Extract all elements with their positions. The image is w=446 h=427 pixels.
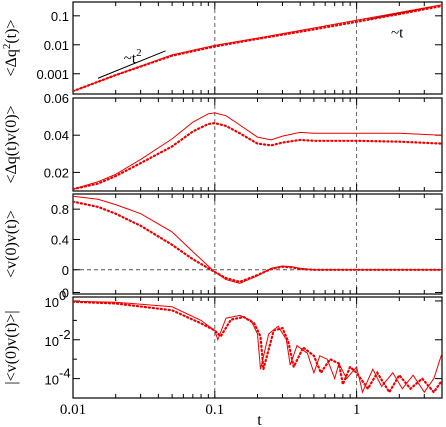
y-tick-label: 0 xyxy=(62,285,69,300)
y-tick-label: 0.1 xyxy=(51,9,69,24)
y-tick-label: 0 xyxy=(62,263,69,278)
x-tick-label: 1 xyxy=(353,402,361,418)
y-tick-label: 0.001 xyxy=(36,67,69,82)
y-tick-label: 10 xyxy=(45,295,59,310)
y-tick-exponent: -4 xyxy=(59,366,71,381)
curves xyxy=(73,4,442,93)
y-axis-label: <v(0)v(t)> xyxy=(3,210,20,278)
curves xyxy=(73,195,442,284)
y-tick-label: 0.04 xyxy=(44,128,69,143)
y-tick-label: 0.8 xyxy=(51,202,69,217)
solid-series-line xyxy=(73,300,442,394)
y-tick-label: 0.06 xyxy=(44,91,69,106)
x-tick-label: 0.01 xyxy=(60,402,86,418)
y-tick-label: 10 xyxy=(45,373,59,388)
y-tick-label: 0.4 xyxy=(51,232,69,247)
panel-velocity-autocorrelation: 0.8 0.4 0 0 <v(0)v(t)> xyxy=(3,193,443,300)
dotted-series-line xyxy=(73,300,442,395)
y-tick-exponent: -2 xyxy=(59,327,71,342)
solid-series-line xyxy=(73,4,442,92)
curves xyxy=(73,112,442,191)
curves xyxy=(73,300,442,395)
slope-annotation: ~t2 xyxy=(124,47,142,67)
x-axis-label: t xyxy=(257,412,262,427)
panel-mean-square-displacement: 0.1 0.01 0.001 <Δq2(t)> ~t2 ~t xyxy=(1,1,443,95)
panel-displacement-velocity-correlation: 0.06 0.04 0.02 <Δq(t)v(0)> xyxy=(3,91,443,192)
y-axis-label: <Δq2(t)> xyxy=(1,20,20,77)
y-axis-label: <Δq(t)v(0)> xyxy=(3,105,20,183)
slope-guide-line xyxy=(97,50,166,79)
y-tick-label: 10 xyxy=(45,334,59,349)
plot-frame xyxy=(72,97,443,192)
solid-series-line xyxy=(73,112,442,190)
dotted-series-line xyxy=(73,4,442,93)
x-tick-label: 0.1 xyxy=(205,402,224,418)
slope-annotation: ~t xyxy=(391,25,404,41)
y-tick-label: 0.02 xyxy=(44,165,69,180)
dotted-series-line xyxy=(73,200,442,284)
plot-frame xyxy=(72,296,443,399)
x-axis-labels: 0.01 0.1 1 t xyxy=(60,402,360,427)
y-axis-label: |<v(0)v(t)>| xyxy=(3,310,20,384)
y-tick-label: 0.01 xyxy=(44,38,69,53)
dotted-series-line xyxy=(73,121,442,191)
y-tick-exponent: 0 xyxy=(59,288,66,303)
